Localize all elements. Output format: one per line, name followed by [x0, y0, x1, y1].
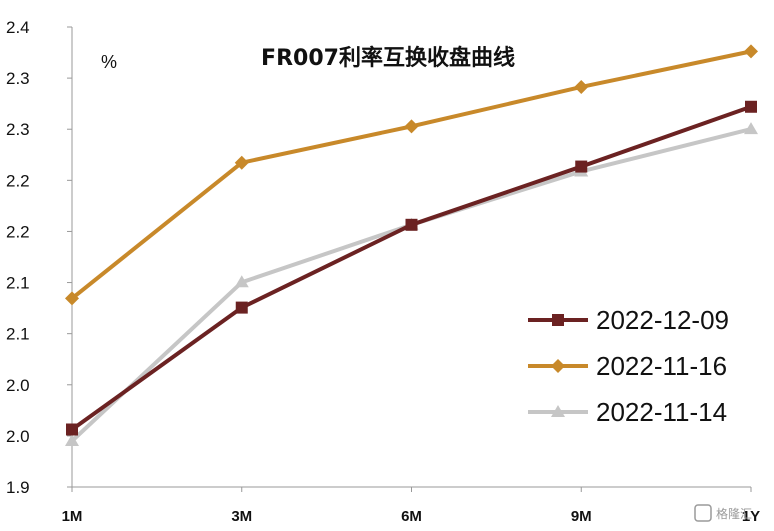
legend-entry: 2022-11-14	[528, 397, 727, 427]
data-point-marker	[234, 275, 249, 288]
x-tick-label: 1M	[62, 508, 83, 525]
legend-label: 2022-11-16	[596, 351, 727, 381]
data-point-marker	[404, 119, 419, 134]
legend-entry: 2022-11-16	[528, 351, 727, 381]
y-tick-label: 2.3	[6, 120, 30, 139]
y-tick-label: 2.3	[6, 69, 30, 88]
y-tick-label: 2.1	[6, 325, 30, 344]
series-line	[70, 127, 752, 443]
data-point-marker	[235, 301, 248, 314]
data-point-marker	[552, 314, 564, 326]
data-point-marker	[744, 44, 758, 59]
x-tick-label: 3M	[231, 508, 252, 525]
data-point-marker	[744, 122, 758, 135]
y-tick-label: 2.1	[6, 274, 30, 293]
legend-label: 2022-12-09	[596, 305, 729, 335]
series-layer	[65, 44, 758, 446]
chart-title: FR007利率互换收盘曲线	[261, 45, 515, 71]
data-point-marker	[745, 100, 757, 113]
watermark-text: 格隆汇	[716, 506, 752, 521]
series-2022-11-16	[65, 44, 758, 306]
data-point-marker	[66, 423, 78, 436]
x-axis-ticks: 1M 3M 6M 9M 1Y	[62, 487, 760, 525]
data-point-marker	[574, 79, 589, 94]
x-tick-label: 6M	[401, 508, 422, 525]
watermark-logo-icon	[694, 504, 712, 522]
data-point-marker	[234, 155, 249, 170]
data-point-marker	[551, 359, 565, 373]
x-tick-label: 1Y	[742, 508, 760, 525]
x-tick-label: 9M	[571, 508, 592, 525]
series-line	[70, 49, 752, 300]
data-point-marker	[405, 218, 418, 231]
unit-label: %	[101, 52, 117, 72]
data-point-marker	[551, 405, 565, 417]
legend: 2022-12-09 2022-11-16 2022-11-14	[528, 305, 729, 427]
y-tick-label: 2.0	[6, 427, 30, 446]
legend-label: 2022-11-14	[596, 397, 727, 427]
legend-entry: 2022-12-09	[528, 305, 729, 335]
data-point-marker	[575, 160, 588, 173]
y-tick-label: 2.4	[6, 18, 30, 37]
y-tick-label: 2.2	[6, 171, 30, 190]
y-tick-label: 2.0	[6, 376, 30, 395]
data-point-marker	[65, 291, 79, 306]
y-tick-label: 1.9	[6, 478, 30, 497]
series-2022-12-09	[66, 100, 757, 436]
y-axis-ticks: 1.9 2.0 2.0 2.1 2.1 2.2 2.2 2.3 2.3 2.4	[6, 18, 72, 497]
data-point-marker	[65, 434, 79, 446]
y-tick-label: 2.2	[6, 222, 30, 241]
watermark: 格隆汇	[694, 504, 752, 522]
